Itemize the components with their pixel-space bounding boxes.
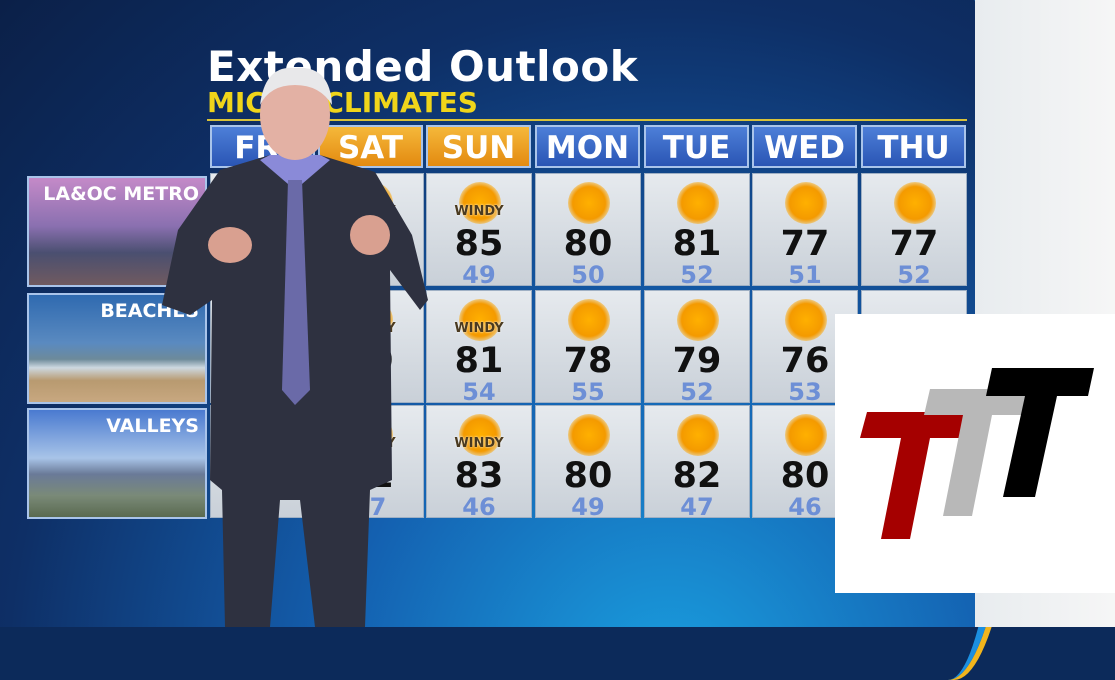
forecast-cell: 78 55	[535, 290, 641, 406]
day-header-tue: TUE	[644, 125, 749, 168]
forecast-cell: WINDY 85 49	[426, 173, 532, 289]
forecast-cell: 79 52	[644, 290, 750, 406]
day-header-thu: THU	[861, 125, 966, 168]
high-temp: 80	[563, 224, 613, 264]
low-temp: 46	[462, 493, 496, 521]
low-temp: 47	[680, 493, 714, 521]
low-temp: 51	[788, 261, 822, 289]
sun-icon	[459, 414, 501, 456]
forecast-cell: 81 52	[644, 173, 750, 289]
high-temp: 77	[780, 224, 830, 264]
high-temp: 85	[454, 224, 504, 264]
divider	[207, 119, 967, 121]
subtitle: MICRO-CLIMATES	[207, 86, 478, 119]
high-temp: 79	[672, 341, 722, 381]
day-header-sun: SUN	[426, 125, 531, 168]
forecast-cell: 77 52	[861, 173, 967, 289]
high-temp: 78	[563, 341, 613, 381]
sun-icon	[459, 299, 501, 341]
shirt	[260, 155, 330, 190]
hand	[208, 227, 252, 263]
low-temp: 55	[571, 378, 605, 406]
sun-icon	[785, 299, 827, 341]
windy-label: WINDY	[454, 321, 504, 336]
low-temp: 46	[788, 493, 822, 521]
sun-icon	[894, 182, 936, 224]
sun-icon	[677, 182, 719, 224]
meteorologist	[162, 67, 428, 627]
tie	[282, 180, 310, 405]
hand	[350, 215, 390, 255]
sun-icon	[677, 414, 719, 456]
sun-icon	[677, 299, 719, 341]
sun-icon	[459, 182, 501, 224]
high-temp: 77	[889, 224, 939, 264]
low-temp: 49	[462, 261, 496, 289]
low-temp: 52	[680, 378, 714, 406]
low-temp: 50	[571, 261, 605, 289]
forecast-cell: 77 51	[752, 173, 858, 289]
forecast-cell: 80 50	[535, 173, 641, 289]
head	[260, 70, 330, 160]
high-temp: 83	[454, 456, 504, 496]
day-header-wed: WED	[752, 125, 857, 168]
high-temp: 76	[780, 341, 830, 381]
forecast-cell: WINDY 81 54	[426, 290, 532, 406]
day-header-sat: SAT	[318, 125, 423, 168]
low-temp: 52	[680, 261, 714, 289]
sun-icon	[568, 299, 610, 341]
high-temp: 81	[454, 341, 504, 381]
high-temp: 80	[780, 456, 830, 496]
region-panel: VALLEYS	[27, 408, 207, 519]
sun-icon	[568, 414, 610, 456]
windy-label: WINDY	[454, 204, 504, 219]
low-temp: 54	[462, 378, 496, 406]
forecast-cell: WINDY 83 46	[426, 405, 532, 521]
sun-icon	[785, 414, 827, 456]
region-label: LA&OC METRO	[43, 183, 199, 205]
region-label: VALLEYS	[106, 415, 199, 437]
high-temp: 82	[672, 456, 722, 496]
day-header-mon: MON	[535, 125, 640, 168]
high-temp: 81	[672, 224, 722, 264]
low-temp: 49	[571, 493, 605, 521]
forecast-cell: 82 47	[644, 405, 750, 521]
channel-logo	[835, 314, 1115, 593]
region-panel: BEACHES	[27, 293, 207, 404]
windy-label: WINDY	[454, 436, 504, 451]
high-temp: 80	[563, 456, 613, 496]
sun-icon	[785, 182, 827, 224]
hair	[260, 67, 332, 105]
sun-icon	[568, 182, 610, 224]
forecast-cell: 80 49	[535, 405, 641, 521]
low-temp: 52	[897, 261, 931, 289]
low-temp: 53	[788, 378, 822, 406]
